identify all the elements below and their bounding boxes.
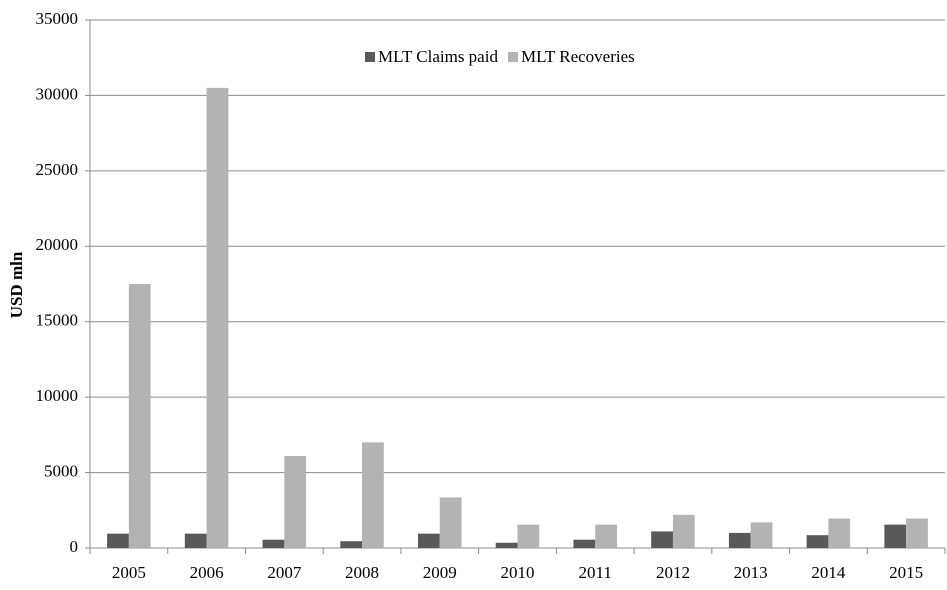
x-tick-label: 2011 — [579, 563, 612, 582]
bar — [651, 531, 673, 548]
bar — [672, 514, 695, 548]
bar — [284, 455, 307, 548]
bar — [884, 524, 907, 548]
bar — [184, 533, 207, 548]
x-tick-label: 2007 — [267, 563, 302, 582]
y-axis-label: USD mln — [7, 251, 26, 318]
bar — [517, 524, 540, 548]
x-tick-label: 2010 — [501, 563, 535, 582]
legend-label: MLT Recoveries — [521, 47, 635, 66]
x-tick-label: 2006 — [190, 563, 224, 582]
y-tick-label: 10000 — [36, 386, 79, 405]
bar — [262, 539, 285, 548]
x-tick-label: 2005 — [112, 563, 146, 582]
y-tick-label: 25000 — [36, 160, 79, 179]
x-tick-label: 2008 — [345, 563, 379, 582]
bar — [573, 539, 596, 548]
bar — [495, 542, 518, 548]
x-tick-label: 2013 — [734, 563, 768, 582]
y-tick-label: 5000 — [44, 461, 78, 480]
legend-label: MLT Claims paid — [378, 47, 498, 66]
y-tick-label: 20000 — [36, 235, 79, 254]
bar — [418, 533, 440, 548]
x-tick-label: 2009 — [423, 563, 457, 582]
y-tick-label: 30000 — [36, 84, 79, 103]
bar — [806, 535, 829, 548]
bar — [728, 532, 751, 548]
bar — [362, 442, 384, 548]
bar — [828, 518, 851, 548]
x-tick-label: 2014 — [811, 563, 846, 582]
bar — [340, 541, 363, 548]
y-tick-label: 0 — [70, 537, 79, 556]
bar — [439, 497, 462, 548]
legend-swatch — [507, 52, 518, 62]
y-tick-label: 15000 — [36, 311, 79, 330]
bar — [128, 284, 151, 548]
y-tick-label: 35000 — [36, 9, 79, 28]
bar — [107, 533, 129, 548]
x-tick-label: 2012 — [656, 563, 690, 582]
bar — [206, 87, 229, 548]
bar — [906, 518, 928, 548]
x-tick-label: 2015 — [889, 563, 923, 582]
bar — [595, 524, 617, 548]
legend-swatch — [365, 52, 375, 62]
bar — [750, 522, 773, 548]
